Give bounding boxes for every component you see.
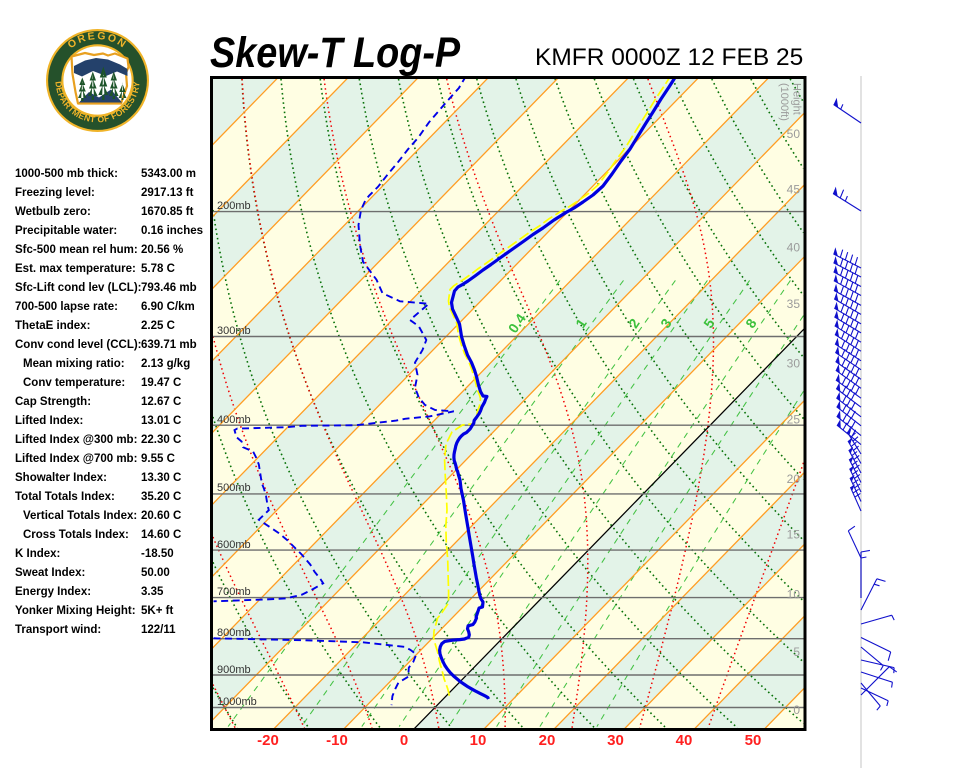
svg-text:30: 30 — [787, 357, 801, 371]
svg-text:10: 10 — [787, 587, 801, 601]
svg-text:700mb: 700mb — [217, 586, 251, 598]
svg-text:35: 35 — [787, 297, 801, 311]
svg-text:1000mb: 1000mb — [217, 696, 257, 708]
svg-text:-20: -20 — [257, 732, 279, 749]
svg-text:25: 25 — [787, 413, 801, 427]
svg-text:20: 20 — [787, 472, 801, 486]
svg-text:200mb: 200mb — [217, 200, 251, 212]
svg-text:10: 10 — [470, 732, 487, 749]
svg-text:50: 50 — [745, 732, 762, 749]
svg-text:0: 0 — [400, 732, 408, 749]
svg-text:500mb: 500mb — [217, 482, 251, 494]
svg-text:900mb: 900mb — [217, 664, 251, 676]
svg-text:40: 40 — [676, 732, 693, 749]
svg-text:-10: -10 — [326, 732, 348, 749]
svg-text:0: 0 — [793, 703, 800, 717]
svg-text:600mb: 600mb — [217, 539, 251, 551]
svg-text:40: 40 — [787, 241, 801, 255]
svg-text:5: 5 — [793, 645, 800, 659]
svg-text:(1000ft): (1000ft) — [778, 83, 790, 121]
svg-text:800mb: 800mb — [217, 627, 251, 639]
svg-text:300mb: 300mb — [217, 325, 251, 337]
svg-text:Height: Height — [791, 83, 803, 115]
svg-text:400mb: 400mb — [217, 414, 251, 426]
svg-text:15: 15 — [787, 528, 801, 542]
svg-text:20: 20 — [539, 732, 556, 749]
svg-text:50: 50 — [787, 127, 801, 141]
svg-text:45: 45 — [787, 183, 801, 197]
svg-text:30: 30 — [607, 732, 624, 749]
